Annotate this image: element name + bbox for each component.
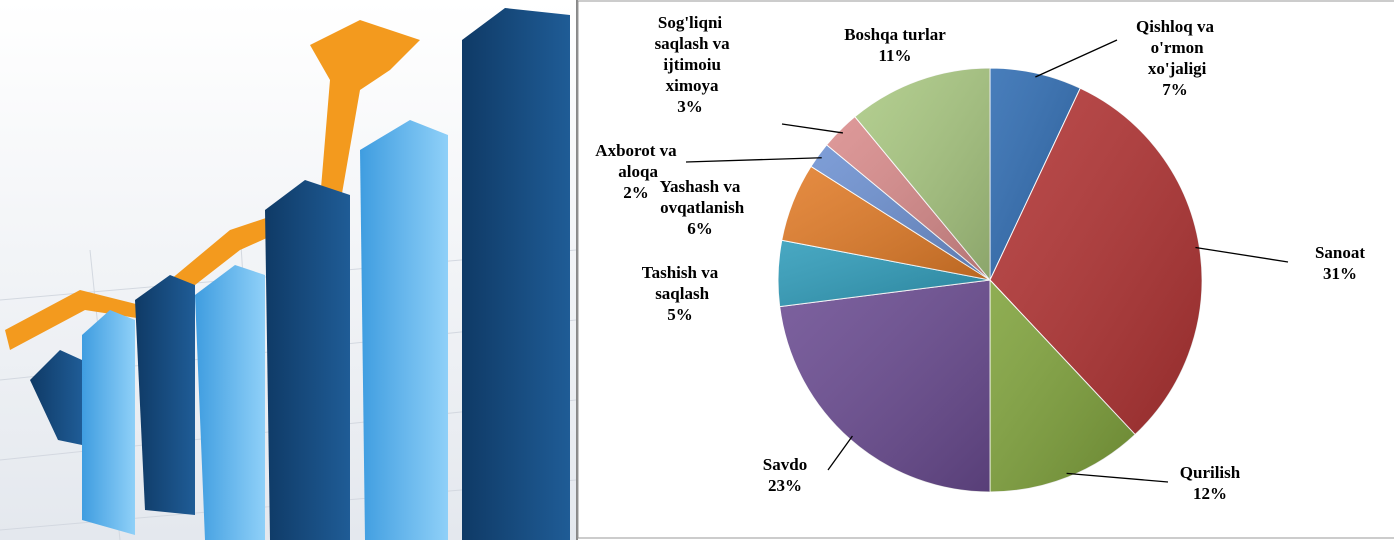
decorative-image xyxy=(0,0,576,540)
leader-line xyxy=(686,158,822,162)
pie: Qishloq va o'rmon xo'jaligi 7% Sanoat 31% Qu… xyxy=(595,13,1365,503)
slice-label: Yashash va ovqatlanish xyxy=(656,177,745,217)
slice-label: Tashish va saqlash xyxy=(642,263,719,303)
leader-line xyxy=(828,436,852,470)
slice-percent: 6% xyxy=(687,219,713,238)
slice-percent: 11% xyxy=(878,46,911,65)
screen: Qishloq va o'rmon xo'jaligi 7% Sanoat 31% Qu… xyxy=(0,0,1394,540)
slice-label: Sog'liqni saqlash va ijtimoiu ximoya xyxy=(650,13,730,95)
leader-line xyxy=(1035,40,1117,77)
slice-label: Axborot va aloqa xyxy=(595,141,677,181)
slice-label: Qishloq va o'rmon xo'jaligi xyxy=(1136,17,1214,78)
slice-percent: 3% xyxy=(677,97,703,116)
leader-line xyxy=(1195,247,1288,262)
slice-label: Boshqa turlar xyxy=(844,25,946,44)
leader-line xyxy=(1067,473,1168,482)
slice-label: Sanoat xyxy=(1315,243,1365,262)
slice-label: Savdo xyxy=(763,455,807,474)
slice-percent: 2% xyxy=(623,183,649,202)
slice-percent: 7% xyxy=(1162,80,1188,99)
leader-line xyxy=(782,124,843,133)
slice-shade xyxy=(780,280,990,492)
slice-label: Qurilish xyxy=(1180,463,1241,482)
slice-percent: 23% xyxy=(768,476,802,495)
slice-percent: 12% xyxy=(1193,484,1227,503)
slice-percent: 31% xyxy=(1323,264,1357,283)
slice-percent: 5% xyxy=(667,305,693,324)
page: Qishloq va o'rmon xo'jaligi 7% Sanoat 31% Qu… xyxy=(0,0,1394,540)
